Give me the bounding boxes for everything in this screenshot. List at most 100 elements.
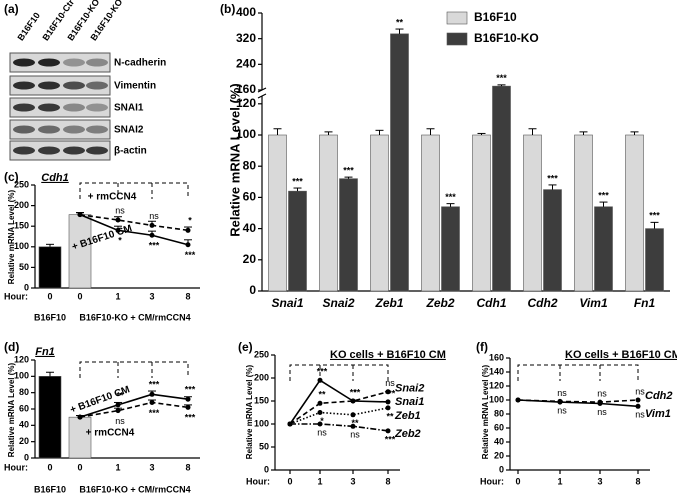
bar bbox=[625, 134, 644, 292]
y-tick-label: 120 bbox=[236, 96, 256, 110]
significance: ns bbox=[635, 386, 645, 396]
blot-band bbox=[38, 103, 60, 112]
protein-label: SNAI2 bbox=[114, 125, 144, 136]
point bbox=[385, 399, 391, 405]
x-tick-label: 3 bbox=[149, 291, 154, 301]
x-tick-label: Snai2 bbox=[322, 296, 354, 310]
point bbox=[597, 401, 603, 406]
series-label: Zeb1 bbox=[394, 410, 421, 422]
significance: *** bbox=[317, 367, 328, 377]
blot-band bbox=[63, 58, 85, 67]
bar bbox=[370, 134, 389, 292]
y-tick-label: 80 bbox=[494, 408, 504, 418]
significance: ** bbox=[116, 390, 124, 400]
blot-band bbox=[38, 146, 60, 155]
point bbox=[385, 428, 391, 434]
legend-swatch bbox=[446, 32, 468, 46]
significance: *** bbox=[385, 388, 396, 398]
panel-label: (f) bbox=[476, 340, 488, 354]
y-axis-label: Relative mRNA Level (%) bbox=[7, 189, 16, 284]
bracket bbox=[289, 364, 389, 381]
x-tick-label: Cdh1 bbox=[477, 296, 507, 310]
x-tick-label: Snai1 bbox=[271, 296, 303, 310]
bar bbox=[390, 33, 409, 292]
significance: *** bbox=[343, 165, 354, 175]
legend-label: B16F10 bbox=[474, 10, 517, 24]
significance: ns bbox=[149, 211, 159, 221]
point bbox=[350, 398, 356, 404]
series-label: Zeb2 bbox=[394, 428, 421, 440]
series-label: Snai2 bbox=[395, 383, 424, 395]
point bbox=[350, 423, 356, 429]
panel-label: (d) bbox=[4, 340, 19, 354]
y-tick-label: 60 bbox=[243, 190, 257, 204]
y-tick-label: 100 bbox=[254, 418, 269, 428]
chart-title: Cdh1 bbox=[41, 172, 69, 184]
significance: ns bbox=[557, 388, 567, 398]
significance: *** bbox=[649, 211, 660, 221]
point bbox=[149, 232, 155, 238]
x-axis-label: Hour: bbox=[4, 462, 28, 472]
x-tick-label: 1 bbox=[557, 476, 562, 486]
y-tick-label: 50 bbox=[19, 262, 29, 272]
blot-band bbox=[86, 81, 108, 90]
bar bbox=[288, 190, 307, 292]
y-tick-label: 150 bbox=[14, 221, 29, 231]
x-tick-label: Zeb1 bbox=[374, 296, 403, 310]
blot-band bbox=[38, 81, 60, 90]
y-tick-label: 400 bbox=[236, 5, 256, 19]
y-tick-label: 40 bbox=[243, 221, 257, 235]
point bbox=[385, 405, 391, 411]
y-tick-label: 20 bbox=[494, 450, 504, 460]
blot-band bbox=[13, 125, 35, 134]
blot-band bbox=[86, 125, 108, 134]
blot-band bbox=[38, 58, 60, 67]
y-tick-label: 200 bbox=[254, 372, 269, 382]
x-tick-label: 1 bbox=[317, 476, 322, 486]
point bbox=[635, 397, 641, 403]
y-tick-label: 20 bbox=[243, 252, 257, 266]
point bbox=[149, 222, 155, 228]
blot-band bbox=[13, 58, 35, 67]
point bbox=[515, 397, 521, 403]
x-axis-label: Hour: bbox=[480, 476, 504, 486]
significance: ** bbox=[351, 418, 359, 428]
significance: *** bbox=[292, 176, 303, 186]
point bbox=[115, 227, 121, 233]
blot-band bbox=[63, 125, 85, 134]
legend-label: B16F10-KO bbox=[474, 31, 539, 45]
significance: *** bbox=[185, 413, 196, 423]
significance: *** bbox=[445, 192, 456, 202]
significance: ns bbox=[635, 410, 645, 420]
y-axis-label: Relative mRNA Level (%) bbox=[227, 83, 242, 236]
series-line bbox=[289, 391, 389, 425]
x-tick-label: Zeb2 bbox=[425, 296, 454, 310]
bar bbox=[339, 178, 358, 292]
significance: *** bbox=[185, 250, 196, 260]
series-line bbox=[290, 423, 389, 432]
legend-swatch bbox=[446, 11, 468, 25]
significance: ** bbox=[386, 411, 394, 421]
panel-label: (a) bbox=[4, 2, 19, 16]
bar bbox=[319, 134, 338, 292]
significance: * bbox=[320, 416, 324, 426]
significance: *** bbox=[149, 380, 160, 390]
x-tick-label: 3 bbox=[149, 462, 154, 472]
point bbox=[317, 421, 323, 427]
y-tick-label: 40 bbox=[19, 420, 29, 430]
significance: *** bbox=[149, 408, 160, 418]
blot-band bbox=[86, 146, 108, 155]
protein-label: Vimentin bbox=[114, 81, 156, 92]
bracket bbox=[79, 361, 189, 378]
point bbox=[385, 389, 391, 395]
blot-band bbox=[13, 103, 35, 112]
x-tick-label: 0 bbox=[77, 462, 82, 472]
y-tick-label: 50 bbox=[259, 441, 269, 451]
y-tick-label: 0 bbox=[24, 452, 29, 462]
protein-label: β-actin bbox=[114, 146, 147, 157]
series-line bbox=[79, 401, 189, 418]
x-tick-label: 3 bbox=[350, 476, 355, 486]
x-tick-label: 0 bbox=[287, 476, 292, 486]
bar bbox=[523, 134, 542, 292]
significance: * bbox=[118, 236, 122, 246]
